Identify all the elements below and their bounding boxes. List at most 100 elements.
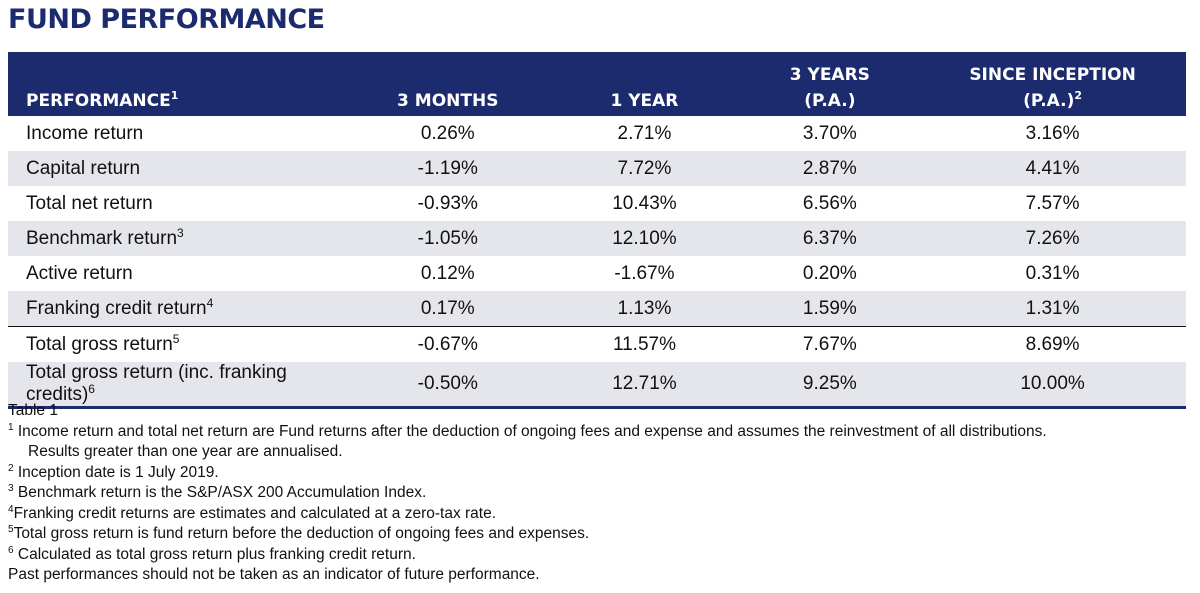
header-3-years-line1: 3 YEARS bbox=[789, 65, 870, 85]
disclaimer: Past performances should not be taken as… bbox=[8, 566, 540, 583]
table-header: PERFORMANCE1 3 MONTHS 1 YEAR 3 YEARS (P.A… bbox=[8, 52, 1186, 116]
header-performance: PERFORMANCE1 bbox=[8, 52, 348, 116]
footnote-4-marker: 4 bbox=[8, 503, 14, 515]
row-footnote-marker: 6 bbox=[88, 382, 95, 396]
footnote-3-marker: 3 bbox=[8, 483, 14, 494]
row-label: Total gross return (inc. franking credit… bbox=[8, 362, 348, 406]
cell-1-year: 2.71% bbox=[617, 122, 672, 144]
header-3-months: 3 MONTHS bbox=[347, 52, 549, 116]
footnote-1-continuation: Results greater than one year are annual… bbox=[28, 443, 343, 460]
cell-3-months: 0.12% bbox=[420, 262, 475, 284]
cell-3-years: 6.37% bbox=[740, 221, 920, 256]
footnote-6-text: Calculated as total gross return plus fr… bbox=[17, 545, 416, 563]
footnotes: Table 1 1 Income return and total net re… bbox=[8, 401, 1193, 586]
cell-1-year: 12.71% bbox=[548, 362, 741, 406]
cell-3-years: 0.20% bbox=[802, 262, 857, 284]
table-row: Income return 0.26% 2.71% 3.70% 3.16% bbox=[8, 116, 1186, 151]
cell-since-inception: 7.57% bbox=[1025, 192, 1080, 214]
cell-3-years: 7.67% bbox=[740, 326, 920, 362]
cell-3-years: 9.25% bbox=[740, 362, 920, 406]
footnote-1-text: Income return and total net return are F… bbox=[17, 422, 1047, 440]
cell-3-months: -1.05% bbox=[347, 221, 549, 256]
row-label: Total net return bbox=[8, 186, 347, 221]
footnote-5: 5Total gross return is fund return befor… bbox=[8, 524, 1193, 545]
header-1-year-label: 1 YEAR bbox=[610, 91, 679, 111]
footnote-6-marker: 6 bbox=[8, 544, 14, 556]
row-label: Income return bbox=[8, 116, 347, 151]
table-caption: Table 1 bbox=[8, 402, 58, 419]
header-1-year: 1 YEAR bbox=[548, 52, 741, 116]
row-footnote-marker: 3 bbox=[177, 225, 184, 240]
cell-1-year: 11.57% bbox=[548, 326, 741, 362]
header-since-inception-line2: (P.A.) bbox=[1023, 91, 1075, 111]
cell-3-years: 3.70% bbox=[802, 122, 857, 144]
table-body: Income return 0.26% 2.71% 3.70% 3.16% Ca… bbox=[8, 116, 1186, 406]
cell-3-months: -1.19% bbox=[347, 151, 549, 186]
footnote-3-text: Benchmark return is the S&P/ASX 200 Accu… bbox=[17, 484, 427, 501]
cell-3-years: 6.56% bbox=[802, 192, 857, 214]
table-row: Capital return -1.19% 7.72% 2.87% 4.41% bbox=[8, 151, 1186, 186]
table-bottom-rule bbox=[8, 406, 1186, 409]
table-row: Total gross return5 -0.67% 11.57% 7.67% … bbox=[8, 326, 1186, 362]
cell-3-months: -0.93% bbox=[417, 192, 478, 214]
table-row: Total net return -0.93% 10.43% 6.56% 7.5… bbox=[8, 186, 1186, 221]
cell-1-year: 7.72% bbox=[548, 151, 741, 186]
row-label-text: Total gross return (inc. franking credit… bbox=[26, 362, 287, 405]
row-label-text: Total gross return bbox=[26, 333, 173, 355]
header-performance-footnote: 1 bbox=[170, 89, 179, 102]
table-row: Benchmark return3 -1.05% 12.10% 6.37% 7.… bbox=[8, 221, 1186, 256]
footnote-4: 4Franking credit returns are estimates a… bbox=[8, 504, 1193, 525]
header-since-inception-footnote: 2 bbox=[1074, 89, 1083, 102]
row-label-text: Active return bbox=[26, 262, 133, 284]
footnote-4-text: Franking credit returns are estimates an… bbox=[13, 504, 497, 522]
row-footnote-marker: 4 bbox=[206, 295, 214, 310]
cell-since-inception: 7.26% bbox=[919, 221, 1186, 256]
cell-1-year: 10.43% bbox=[612, 192, 677, 214]
performance-table: PERFORMANCE1 3 MONTHS 1 YEAR 3 YEARS (P.A… bbox=[8, 52, 1186, 406]
cell-1-year: 1.13% bbox=[548, 291, 741, 327]
header-3-years: 3 YEARS (P.A.) bbox=[740, 52, 920, 116]
footnote-2-marker: 2 bbox=[8, 462, 14, 474]
footnote-5-marker: 5 bbox=[8, 524, 14, 535]
row-label: Franking credit return4 bbox=[8, 291, 348, 327]
row-label: Capital return bbox=[8, 151, 348, 186]
cell-1-year: -1.67% bbox=[614, 262, 675, 284]
footnote-1: 1 Income return and total net return are… bbox=[8, 422, 1193, 443]
cell-3-months: 0.26% bbox=[420, 122, 475, 144]
cell-since-inception: 4.41% bbox=[919, 151, 1186, 186]
footnote-5-text: Total gross return is fund return before… bbox=[13, 525, 590, 542]
cell-3-years: 2.87% bbox=[740, 151, 920, 186]
footnote-3: 3 Benchmark return is the S&P/ASX 200 Ac… bbox=[8, 483, 1193, 504]
cell-since-inception: 1.31% bbox=[919, 291, 1186, 327]
performance-table-container: PERFORMANCE1 3 MONTHS 1 YEAR 3 YEARS (P.A… bbox=[8, 52, 1186, 409]
header-3-years-line2: (P.A.) bbox=[804, 91, 856, 111]
row-label-text: Income return bbox=[26, 122, 144, 144]
page-title: FUND PERFORMANCE bbox=[8, 4, 325, 35]
row-label-text: Capital return bbox=[26, 157, 141, 179]
header-since-inception: SINCE INCEPTION (P.A.)2 bbox=[919, 52, 1186, 116]
cell-since-inception: 8.69% bbox=[919, 326, 1186, 362]
cell-since-inception: 10.00% bbox=[919, 362, 1186, 406]
row-footnote-marker: 5 bbox=[172, 331, 180, 346]
row-label-text: Benchmark return bbox=[26, 227, 178, 249]
row-label: Active return bbox=[8, 256, 347, 291]
footnote-1-marker: 1 bbox=[8, 421, 14, 433]
header-row: PERFORMANCE1 3 MONTHS 1 YEAR 3 YEARS (P.A… bbox=[8, 52, 1186, 116]
row-label: Benchmark return3 bbox=[8, 221, 348, 256]
table-row: Active return 0.12% -1.67% 0.20% 0.31% bbox=[8, 256, 1186, 291]
cell-3-months: 0.17% bbox=[347, 291, 549, 327]
footnote-6: 6 Calculated as total gross return plus … bbox=[8, 545, 1193, 566]
header-performance-label: PERFORMANCE bbox=[26, 91, 171, 111]
cell-3-months: -0.50% bbox=[347, 362, 549, 406]
header-since-inception-line1: SINCE INCEPTION bbox=[969, 65, 1136, 85]
cell-1-year: 12.10% bbox=[548, 221, 741, 256]
header-3-months-label: 3 MONTHS bbox=[397, 91, 499, 111]
table-row: Total gross return (inc. franking credit… bbox=[8, 362, 1186, 406]
cell-since-inception: 0.31% bbox=[1025, 262, 1080, 284]
cell-3-years: 1.59% bbox=[740, 291, 920, 327]
row-label-text: Franking credit return bbox=[26, 297, 207, 319]
cell-since-inception: 3.16% bbox=[1025, 122, 1080, 144]
cell-3-months: -0.67% bbox=[347, 326, 549, 362]
footnote-2: 2 Inception date is 1 July 2019. bbox=[8, 463, 1193, 484]
footnote-2-text: Inception date is 1 July 2019. bbox=[17, 463, 219, 481]
